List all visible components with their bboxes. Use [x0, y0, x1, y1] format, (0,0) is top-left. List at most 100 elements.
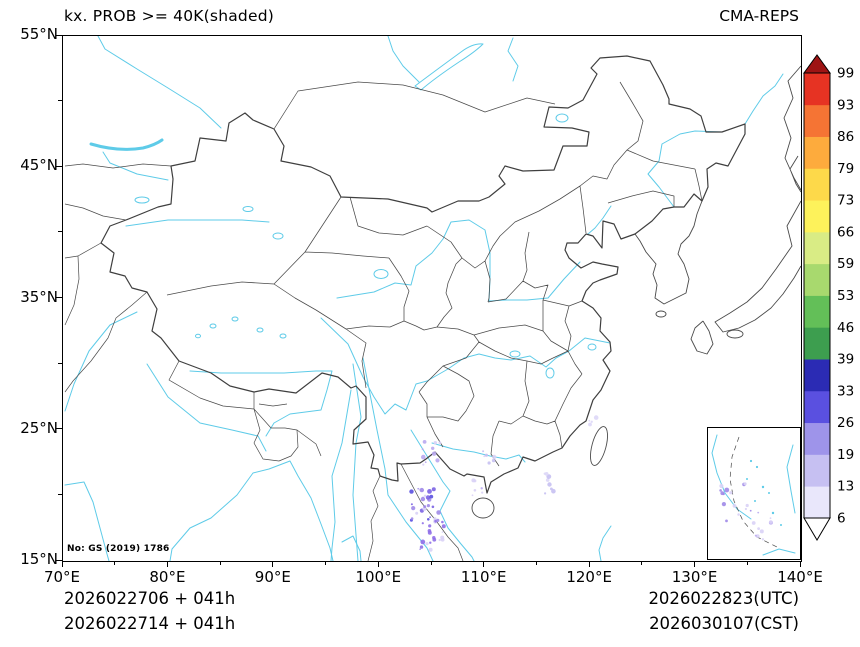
prob-shade-dot: [422, 507, 427, 511]
prob-shade-dot: [419, 487, 424, 493]
prob-shade-dot: [744, 507, 747, 511]
axis-minor-tick: [535, 561, 537, 565]
axis-tick: [588, 561, 590, 567]
footer-init-times: 2026022706 + 041h 2026022714 + 041h: [64, 586, 235, 636]
prob-shade-dot: [427, 518, 430, 521]
colorbar-segment: [804, 200, 830, 233]
prob-shade-dot: [421, 448, 424, 451]
prob-shade-dot: [769, 517, 772, 520]
prob-shade-dot: [720, 491, 725, 496]
lon-tick-label: 90°E: [254, 568, 291, 586]
lat-tick-label: 35°N: [20, 287, 58, 306]
prob-shade-dot: [473, 489, 477, 492]
footer-valid-times: 2026022823(UTC) 2026030107(CST): [648, 586, 799, 636]
prob-shade-dot: [547, 482, 552, 487]
lon-tick-label: 70°E: [43, 568, 81, 586]
prob-shade-dot: [422, 440, 427, 444]
prob-shade-dot: [426, 504, 430, 508]
prob-shade-dot: [431, 505, 435, 509]
colorbar-segment: [804, 295, 830, 328]
prob-shade-dot: [441, 524, 446, 529]
colorbar-under-arrow: [803, 517, 831, 541]
prob-shade-dot: [491, 458, 496, 463]
prob-shade-dot: [769, 520, 773, 524]
prob-shade-dot: [427, 489, 432, 494]
foreign-borders: [64, 81, 556, 562]
prob-shade-dot: [441, 531, 444, 533]
lakes: [89, 43, 597, 379]
scs-inset: [707, 427, 801, 560]
prob-shade-dot: [544, 472, 549, 476]
lat-tick-label: 25°N: [20, 418, 58, 437]
lon-tick-label: 130°E: [671, 568, 718, 586]
prob-shade-dot: [755, 534, 760, 538]
prob-shade-dot: [419, 545, 424, 549]
colorbar-tick-label: 53: [837, 288, 854, 304]
prob-shade-dot: [483, 455, 486, 458]
south-asia-coastlines: [64, 460, 612, 562]
axis-tick: [377, 561, 379, 567]
prob-shade-dot: [432, 536, 436, 540]
colorbar-segment: [804, 390, 830, 424]
init-time-cst: 2026022714 + 041h: [64, 614, 236, 633]
axis-tick: [56, 428, 62, 430]
prob-shade-dot: [433, 441, 438, 445]
colorbar-tick-label: 86: [837, 129, 854, 145]
province-borders: [166, 81, 703, 467]
lat-tick-label: 45°N: [20, 156, 58, 175]
prob-shade-dot: [757, 527, 760, 530]
axis-tick: [56, 34, 62, 36]
prob-shade-dot: [438, 441, 442, 445]
prob-shade-dot: [482, 450, 485, 453]
probability-shading: [409, 415, 599, 552]
prob-shade-dot: [481, 491, 484, 494]
colorbar-tick-label: 59: [837, 256, 854, 272]
prob-shade-dot: [729, 491, 733, 495]
prob-shade-dot: [419, 548, 421, 550]
colorbar-tick-label: 33: [837, 383, 854, 399]
colorbar-segment: [804, 231, 830, 265]
prob-shade-dot: [421, 454, 426, 460]
prob-shade-dot: [487, 461, 491, 465]
prob-shade-dot: [410, 503, 413, 506]
lon-tick-label: 140°E: [777, 568, 823, 586]
prob-shade-dot: [431, 487, 436, 492]
prob-shade-dot: [441, 520, 444, 524]
axis-tick: [61, 561, 63, 567]
colorbar-tick-label: 39: [837, 352, 854, 368]
prob-shade-dot: [544, 492, 547, 495]
prob-shade-dot: [492, 454, 497, 460]
colorbar-segment: [804, 486, 830, 519]
prob-shade-dot: [590, 420, 593, 423]
prob-shade-dot: [761, 538, 765, 541]
china-boundary: [100, 55, 746, 494]
rivers: [64, 35, 784, 562]
prob-shade-dot: [593, 415, 599, 420]
prob-shade-dot: [749, 509, 752, 512]
colorbar-segment: [804, 136, 830, 169]
main-map: [64, 35, 802, 562]
axis-tick: [694, 561, 696, 567]
lat-tick-label: 15°N: [20, 550, 58, 568]
prob-shade-dot: [428, 547, 433, 552]
map-license-number: No: GS (2019) 1786: [67, 544, 170, 554]
prob-shade-dot: [435, 458, 440, 463]
colorbar-segment: [804, 422, 830, 455]
colorbar-segment: [804, 104, 830, 137]
prob-shade-dot: [757, 511, 760, 514]
colorbar-segment: [804, 359, 830, 392]
colorbar-outline: [803, 72, 831, 519]
prob-shade-dot: [409, 489, 414, 494]
prob-shade-dot: [423, 494, 427, 497]
colorbar-tick-label: 6: [837, 511, 846, 527]
prob-shade-dot: [737, 513, 740, 516]
lat-tick-label: 55°N: [20, 25, 58, 43]
prob-shade-dot: [473, 479, 477, 483]
prob-shade-dot: [418, 488, 420, 491]
prob-shade-dot: [421, 522, 424, 525]
prob-shade-dot: [724, 487, 730, 493]
prob-shade-dot: [480, 487, 483, 490]
colorbar-over-arrow: [803, 54, 831, 74]
axis-minor-tick: [58, 231, 62, 233]
lon-tick-label: 120°E: [566, 568, 612, 586]
